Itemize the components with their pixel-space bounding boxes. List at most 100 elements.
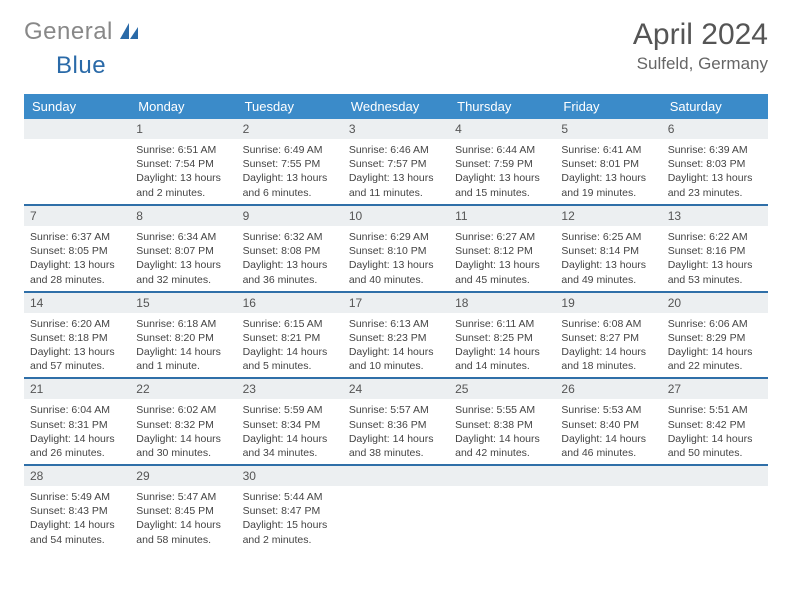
calendar-day-cell: 30Sunrise: 5:44 AMSunset: 8:47 PMDayligh… bbox=[237, 465, 343, 551]
day-number: 1 bbox=[130, 119, 236, 139]
calendar-day-cell bbox=[343, 465, 449, 551]
calendar-day-cell: 5Sunrise: 6:41 AMSunset: 8:01 PMDaylight… bbox=[555, 119, 661, 205]
calendar-week-row: 14Sunrise: 6:20 AMSunset: 8:18 PMDayligh… bbox=[24, 292, 768, 379]
day-details: Sunrise: 6:51 AMSunset: 7:54 PMDaylight:… bbox=[130, 139, 236, 204]
calendar-day-cell: 28Sunrise: 5:49 AMSunset: 8:43 PMDayligh… bbox=[24, 465, 130, 551]
weekday-header: Sunday bbox=[24, 94, 130, 119]
calendar-day-cell: 17Sunrise: 6:13 AMSunset: 8:23 PMDayligh… bbox=[343, 292, 449, 379]
day-number bbox=[555, 466, 661, 486]
day-details: Sunrise: 6:49 AMSunset: 7:55 PMDaylight:… bbox=[237, 139, 343, 204]
day-number: 12 bbox=[555, 206, 661, 226]
day-details: Sunrise: 6:41 AMSunset: 8:01 PMDaylight:… bbox=[555, 139, 661, 204]
weekday-header-row: Sunday Monday Tuesday Wednesday Thursday… bbox=[24, 94, 768, 119]
calendar-day-cell: 29Sunrise: 5:47 AMSunset: 8:45 PMDayligh… bbox=[130, 465, 236, 551]
day-number: 11 bbox=[449, 206, 555, 226]
calendar-week-row: 21Sunrise: 6:04 AMSunset: 8:31 PMDayligh… bbox=[24, 378, 768, 465]
day-details: Sunrise: 6:15 AMSunset: 8:21 PMDaylight:… bbox=[237, 313, 343, 378]
calendar-day-cell: 1Sunrise: 6:51 AMSunset: 7:54 PMDaylight… bbox=[130, 119, 236, 205]
day-number: 29 bbox=[130, 466, 236, 486]
calendar-week-row: 1Sunrise: 6:51 AMSunset: 7:54 PMDaylight… bbox=[24, 119, 768, 205]
calendar-day-cell bbox=[24, 119, 130, 205]
day-details: Sunrise: 5:53 AMSunset: 8:40 PMDaylight:… bbox=[555, 399, 661, 464]
calendar-day-cell: 8Sunrise: 6:34 AMSunset: 8:07 PMDaylight… bbox=[130, 205, 236, 292]
calendar-day-cell: 2Sunrise: 6:49 AMSunset: 7:55 PMDaylight… bbox=[237, 119, 343, 205]
day-details: Sunrise: 6:04 AMSunset: 8:31 PMDaylight:… bbox=[24, 399, 130, 464]
day-details: Sunrise: 6:27 AMSunset: 8:12 PMDaylight:… bbox=[449, 226, 555, 291]
day-details: Sunrise: 6:18 AMSunset: 8:20 PMDaylight:… bbox=[130, 313, 236, 378]
calendar-day-cell: 24Sunrise: 5:57 AMSunset: 8:36 PMDayligh… bbox=[343, 378, 449, 465]
calendar-day-cell bbox=[662, 465, 768, 551]
calendar-table: Sunday Monday Tuesday Wednesday Thursday… bbox=[24, 94, 768, 551]
calendar-day-cell: 14Sunrise: 6:20 AMSunset: 8:18 PMDayligh… bbox=[24, 292, 130, 379]
day-number: 9 bbox=[237, 206, 343, 226]
day-number: 2 bbox=[237, 119, 343, 139]
calendar-week-row: 7Sunrise: 6:37 AMSunset: 8:05 PMDaylight… bbox=[24, 205, 768, 292]
day-number: 7 bbox=[24, 206, 130, 226]
day-number: 10 bbox=[343, 206, 449, 226]
day-details: Sunrise: 5:51 AMSunset: 8:42 PMDaylight:… bbox=[662, 399, 768, 464]
month-title: April 2024 bbox=[633, 18, 768, 52]
weekday-header: Thursday bbox=[449, 94, 555, 119]
weekday-header: Saturday bbox=[662, 94, 768, 119]
day-number bbox=[343, 466, 449, 486]
day-details: Sunrise: 5:57 AMSunset: 8:36 PMDaylight:… bbox=[343, 399, 449, 464]
day-number: 8 bbox=[130, 206, 236, 226]
day-details: Sunrise: 6:46 AMSunset: 7:57 PMDaylight:… bbox=[343, 139, 449, 204]
calendar-day-cell: 3Sunrise: 6:46 AMSunset: 7:57 PMDaylight… bbox=[343, 119, 449, 205]
day-details: Sunrise: 6:11 AMSunset: 8:25 PMDaylight:… bbox=[449, 313, 555, 378]
calendar-day-cell bbox=[555, 465, 661, 551]
day-number: 21 bbox=[24, 379, 130, 399]
calendar-day-cell bbox=[449, 465, 555, 551]
sail-icon bbox=[118, 21, 140, 46]
day-number: 6 bbox=[662, 119, 768, 139]
calendar-day-cell: 12Sunrise: 6:25 AMSunset: 8:14 PMDayligh… bbox=[555, 205, 661, 292]
day-details: Sunrise: 6:20 AMSunset: 8:18 PMDaylight:… bbox=[24, 313, 130, 378]
weekday-header: Friday bbox=[555, 94, 661, 119]
day-details: Sunrise: 5:44 AMSunset: 8:47 PMDaylight:… bbox=[237, 486, 343, 551]
day-details: Sunrise: 6:39 AMSunset: 8:03 PMDaylight:… bbox=[662, 139, 768, 204]
day-number: 19 bbox=[555, 293, 661, 313]
calendar-day-cell: 20Sunrise: 6:06 AMSunset: 8:29 PMDayligh… bbox=[662, 292, 768, 379]
weekday-header: Monday bbox=[130, 94, 236, 119]
brand-logo: General bbox=[24, 18, 142, 46]
weekday-header: Wednesday bbox=[343, 94, 449, 119]
day-details: Sunrise: 6:02 AMSunset: 8:32 PMDaylight:… bbox=[130, 399, 236, 464]
day-details: Sunrise: 6:22 AMSunset: 8:16 PMDaylight:… bbox=[662, 226, 768, 291]
calendar-body: 1Sunrise: 6:51 AMSunset: 7:54 PMDaylight… bbox=[24, 119, 768, 551]
day-number bbox=[662, 466, 768, 486]
day-number: 30 bbox=[237, 466, 343, 486]
day-number: 4 bbox=[449, 119, 555, 139]
day-number: 23 bbox=[237, 379, 343, 399]
calendar-day-cell: 11Sunrise: 6:27 AMSunset: 8:12 PMDayligh… bbox=[449, 205, 555, 292]
day-details: Sunrise: 6:08 AMSunset: 8:27 PMDaylight:… bbox=[555, 313, 661, 378]
day-number: 17 bbox=[343, 293, 449, 313]
day-number: 16 bbox=[237, 293, 343, 313]
calendar-day-cell: 21Sunrise: 6:04 AMSunset: 8:31 PMDayligh… bbox=[24, 378, 130, 465]
calendar-day-cell: 15Sunrise: 6:18 AMSunset: 8:20 PMDayligh… bbox=[130, 292, 236, 379]
day-details: Sunrise: 5:49 AMSunset: 8:43 PMDaylight:… bbox=[24, 486, 130, 551]
calendar-day-cell: 18Sunrise: 6:11 AMSunset: 8:25 PMDayligh… bbox=[449, 292, 555, 379]
day-details: Sunrise: 6:32 AMSunset: 8:08 PMDaylight:… bbox=[237, 226, 343, 291]
day-details: Sunrise: 5:55 AMSunset: 8:38 PMDaylight:… bbox=[449, 399, 555, 464]
calendar-day-cell: 10Sunrise: 6:29 AMSunset: 8:10 PMDayligh… bbox=[343, 205, 449, 292]
day-number: 24 bbox=[343, 379, 449, 399]
day-number bbox=[24, 119, 130, 139]
day-details: Sunrise: 5:59 AMSunset: 8:34 PMDaylight:… bbox=[237, 399, 343, 464]
calendar-day-cell: 4Sunrise: 6:44 AMSunset: 7:59 PMDaylight… bbox=[449, 119, 555, 205]
day-details: Sunrise: 6:34 AMSunset: 8:07 PMDaylight:… bbox=[130, 226, 236, 291]
day-number: 13 bbox=[662, 206, 768, 226]
day-number: 3 bbox=[343, 119, 449, 139]
logo-text-a: General bbox=[24, 18, 113, 46]
weekday-header: Tuesday bbox=[237, 94, 343, 119]
calendar-week-row: 28Sunrise: 5:49 AMSunset: 8:43 PMDayligh… bbox=[24, 465, 768, 551]
day-number: 27 bbox=[662, 379, 768, 399]
calendar-day-cell: 22Sunrise: 6:02 AMSunset: 8:32 PMDayligh… bbox=[130, 378, 236, 465]
day-number: 5 bbox=[555, 119, 661, 139]
calendar-day-cell: 23Sunrise: 5:59 AMSunset: 8:34 PMDayligh… bbox=[237, 378, 343, 465]
calendar-day-cell: 19Sunrise: 6:08 AMSunset: 8:27 PMDayligh… bbox=[555, 292, 661, 379]
day-details: Sunrise: 6:13 AMSunset: 8:23 PMDaylight:… bbox=[343, 313, 449, 378]
day-number: 25 bbox=[449, 379, 555, 399]
calendar-day-cell: 16Sunrise: 6:15 AMSunset: 8:21 PMDayligh… bbox=[237, 292, 343, 379]
day-number: 20 bbox=[662, 293, 768, 313]
calendar-day-cell: 6Sunrise: 6:39 AMSunset: 8:03 PMDaylight… bbox=[662, 119, 768, 205]
